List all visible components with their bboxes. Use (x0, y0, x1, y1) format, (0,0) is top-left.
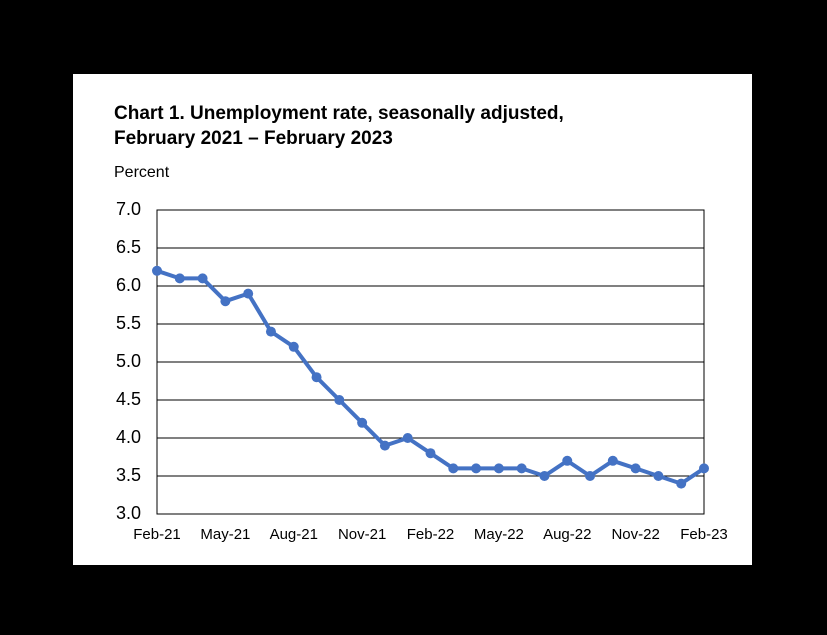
point (516, 463, 527, 474)
point (493, 463, 504, 474)
y-tick-label: 6.5 (116, 237, 141, 257)
point (243, 288, 254, 299)
chart-panel (73, 74, 752, 565)
point (311, 372, 322, 383)
point (676, 478, 687, 489)
point (630, 463, 641, 474)
chart-title: February 2021 – February 2023 (114, 128, 393, 149)
x-tick-label: Nov-21 (338, 526, 386, 543)
point (197, 273, 208, 284)
y-tick-label: 4.5 (116, 389, 141, 409)
plot-border (156, 209, 705, 515)
x-tick-label: Feb-23 (680, 526, 728, 543)
y-tick-label: 3.0 (116, 503, 141, 523)
point (471, 463, 482, 474)
point (448, 463, 459, 474)
point (585, 471, 596, 481)
point (379, 440, 390, 451)
x-tick-label: May-22 (474, 526, 524, 543)
x-tick-label: Feb-22 (407, 526, 455, 543)
x-tick-label: May-21 (200, 526, 250, 543)
y-tick-label: 6.0 (116, 275, 141, 295)
point (334, 395, 345, 405)
point (562, 455, 573, 466)
y-tick-label: 5.0 (116, 351, 141, 371)
point (425, 448, 436, 459)
point (699, 463, 709, 474)
point (152, 265, 162, 276)
point (539, 471, 550, 481)
y-tick-label: 3.5 (116, 465, 141, 485)
point (607, 455, 618, 466)
point (288, 341, 299, 352)
point (174, 273, 185, 284)
y-tick-label: 5.5 (116, 313, 141, 333)
chart-title: Chart 1. Unemployment rate, seasonally a… (114, 103, 564, 124)
x-tick-label: Feb-21 (133, 526, 181, 543)
x-tick-label: Nov-22 (611, 526, 659, 543)
y-tick-label: 4.0 (116, 427, 141, 447)
x-tick-label: Aug-22 (543, 526, 591, 543)
point (357, 417, 368, 428)
point (265, 326, 276, 337)
x-tick-label: Aug-21 (270, 526, 318, 543)
point (220, 296, 231, 307)
point (402, 433, 413, 443)
y-axis-label: Percent (114, 164, 170, 181)
y-tick-label: 7.0 (116, 199, 141, 219)
point (653, 471, 664, 481)
